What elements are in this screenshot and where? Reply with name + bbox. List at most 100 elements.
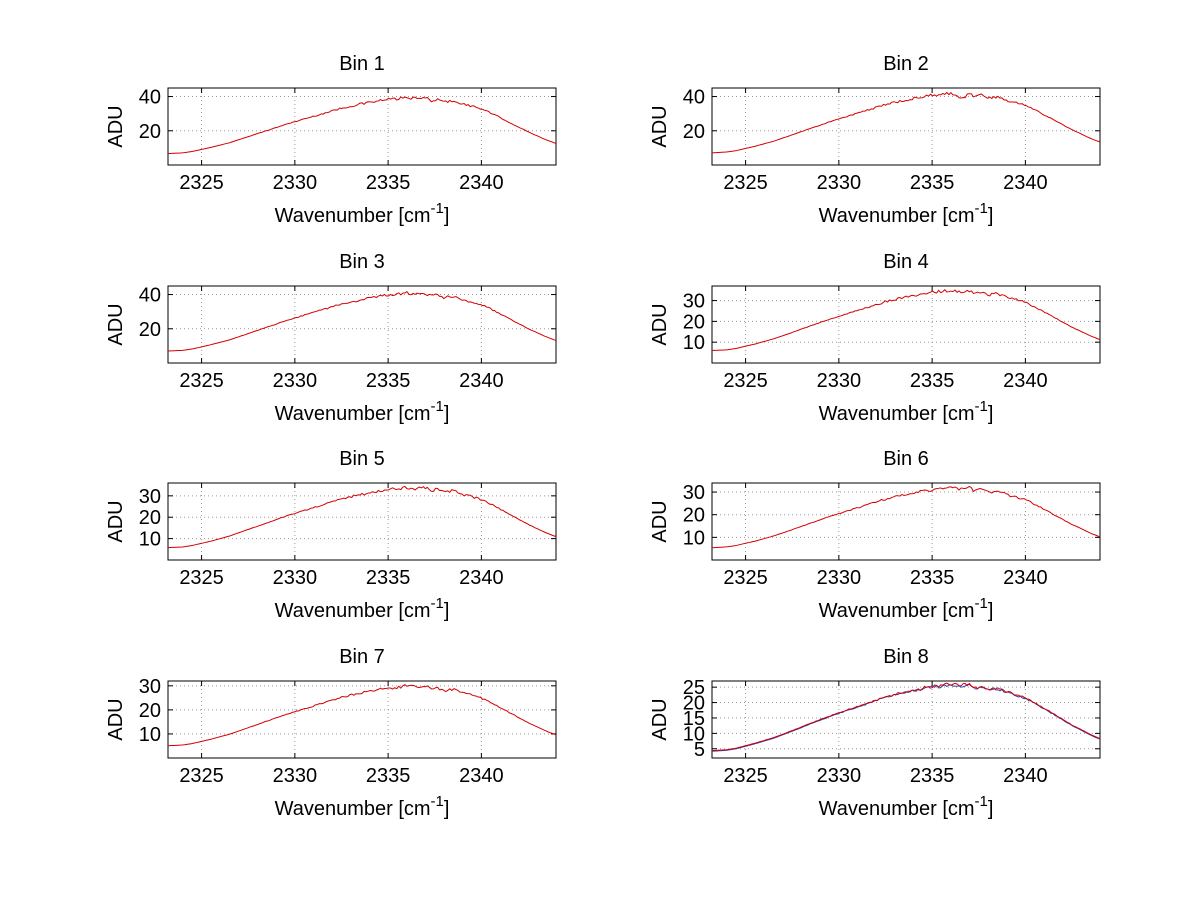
y-tick-label: 20	[683, 311, 705, 333]
x-axis-label: Wavenumber [cm-1]	[275, 200, 450, 227]
x-axis-label: Wavenumber [cm-1]	[819, 793, 994, 820]
axes-box	[167, 482, 557, 561]
y-tick-label: 20	[683, 505, 705, 527]
x-tick-label: 2335	[366, 172, 411, 194]
x-axis-label: Wavenumber [cm-1]	[275, 595, 450, 622]
y-tick-label: 5	[694, 739, 705, 761]
x-tick-label: 2325	[723, 765, 768, 787]
y-axis-label: ADU	[649, 303, 671, 345]
axes-box	[711, 87, 1101, 166]
x-axis-label: Wavenumber [cm-1]	[819, 200, 994, 227]
y-tick-label: 25	[683, 677, 705, 699]
x-tick-label: 2340	[459, 172, 504, 194]
y-tick-label: 10	[683, 723, 705, 745]
x-tick-label: 2335	[910, 370, 955, 392]
y-tick-label: 20	[139, 700, 161, 722]
y-axis-label: ADU	[105, 303, 127, 345]
subplot-bin-1: 2325 2330 2335 2340 20 40 Bin 1 Wavenumber [cm-…	[105, 53, 557, 227]
x-tick-label: 2330	[817, 567, 862, 589]
spectrum-curve	[711, 289, 1101, 352]
y-tick-label: 40	[139, 285, 161, 307]
axes-box	[711, 680, 1101, 759]
x-tick-label: 2330	[273, 765, 318, 787]
y-axis-label: ADU	[649, 105, 671, 147]
x-tick-label: 2340	[459, 567, 504, 589]
spectrum-curve	[711, 485, 1101, 549]
spectrum-curve	[167, 96, 557, 155]
spectrum-curve	[711, 91, 1101, 154]
y-tick-label: 30	[139, 486, 161, 508]
axes-box	[167, 285, 557, 364]
x-tick-label: 2335	[910, 172, 955, 194]
x-tick-label: 2330	[817, 370, 862, 392]
x-tick-label: 2335	[910, 765, 955, 787]
x-axis-label: Wavenumber [cm-1]	[275, 793, 450, 820]
spectrum-curve	[167, 291, 557, 352]
spectrum-curve	[711, 682, 1101, 752]
y-axis-label: ADU	[649, 500, 671, 542]
x-tick-label: 2330	[273, 172, 318, 194]
y-tick-label: 20	[683, 693, 705, 715]
y-tick-label: 30	[683, 482, 705, 504]
x-tick-label: 2335	[366, 567, 411, 589]
x-tick-label: 2330	[817, 172, 862, 194]
plot-title: Bin 4	[883, 251, 929, 273]
axes-box	[167, 87, 557, 166]
y-axis-label: ADU	[649, 698, 671, 740]
x-tick-label: 2325	[179, 370, 224, 392]
subplot-bin-2: 2325 2330 2335 2340 20 40 Bin 2 Wavenumber [cm-…	[649, 53, 1101, 227]
axes-box	[711, 482, 1101, 561]
y-tick-label: 20	[139, 121, 161, 143]
plot-title: Bin 6	[883, 448, 929, 470]
y-tick-label: 20	[139, 507, 161, 529]
y-tick-label: 10	[139, 529, 161, 551]
y-axis-label: ADU	[105, 105, 127, 147]
x-tick-label: 2340	[1003, 567, 1048, 589]
x-tick-label: 2325	[723, 567, 768, 589]
x-tick-label: 2340	[1003, 370, 1048, 392]
x-tick-label: 2340	[459, 370, 504, 392]
y-tick-label: 20	[683, 121, 705, 143]
y-tick-label: 40	[139, 87, 161, 109]
plot-title: Bin 7	[339, 646, 385, 668]
subplot-bin-3: 2325 2330 2335 2340 20 40 Bin 3 Wavenumber [cm-…	[105, 251, 557, 425]
x-tick-label: 2330	[817, 765, 862, 787]
reference-curve	[711, 683, 1101, 752]
x-axis-label: Wavenumber [cm-1]	[819, 595, 994, 622]
y-axis-label: ADU	[105, 500, 127, 542]
y-tick-label: 10	[683, 332, 705, 354]
x-axis-label: Wavenumber [cm-1]	[275, 398, 450, 425]
x-axis-label: Wavenumber [cm-1]	[819, 398, 994, 425]
x-tick-label: 2335	[366, 765, 411, 787]
plot-title: Bin 1	[339, 53, 385, 75]
spectrum-curve	[167, 485, 557, 549]
axes-box	[711, 285, 1101, 364]
y-tick-label: 40	[683, 87, 705, 109]
x-tick-label: 2325	[179, 765, 224, 787]
y-tick-label: 10	[683, 527, 705, 549]
y-tick-label: 30	[139, 676, 161, 698]
x-tick-label: 2325	[179, 172, 224, 194]
plot-title: Bin 8	[883, 646, 929, 668]
y-tick-label: 15	[683, 708, 705, 730]
x-tick-label: 2325	[723, 370, 768, 392]
x-tick-label: 2325	[723, 172, 768, 194]
y-tick-label: 10	[139, 724, 161, 746]
x-tick-label: 2340	[459, 765, 504, 787]
x-tick-label: 2335	[910, 567, 955, 589]
x-tick-label: 2340	[1003, 765, 1048, 787]
x-tick-label: 2330	[273, 567, 318, 589]
plot-title: Bin 2	[883, 53, 929, 75]
x-tick-label: 2335	[366, 370, 411, 392]
y-axis-label: ADU	[105, 698, 127, 740]
axes-box	[167, 680, 557, 759]
y-tick-label: 20	[139, 319, 161, 341]
x-tick-label: 2340	[1003, 172, 1048, 194]
